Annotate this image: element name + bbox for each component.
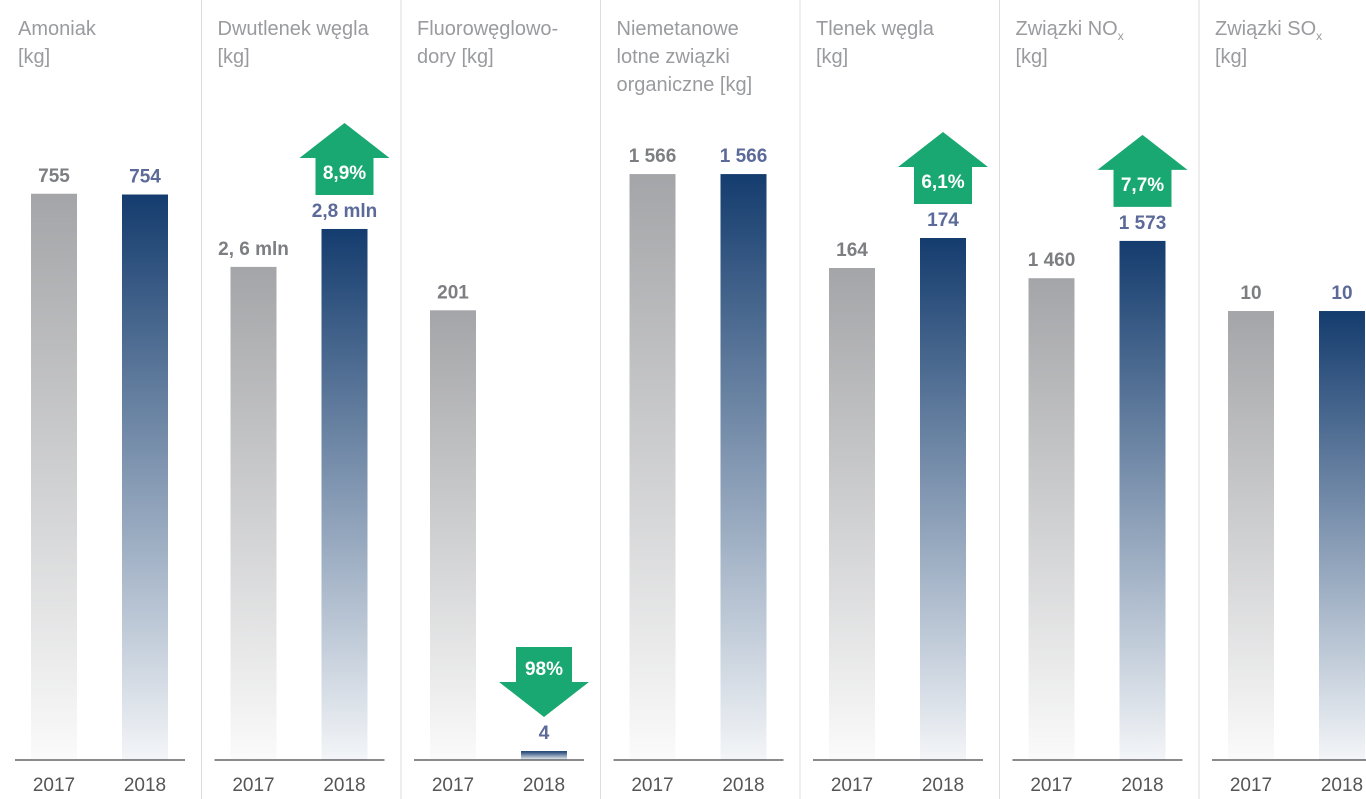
x-tick-label: 2018 <box>1321 775 1363 796</box>
panel-title: [kg] <box>1215 46 1247 68</box>
x-tick-label: 2017 <box>831 775 873 796</box>
panel-title: Związki SOx <box>1215 18 1322 43</box>
value-label: 174 <box>927 210 959 231</box>
bar <box>521 751 567 760</box>
value-label: 2, 6 mln <box>218 239 289 260</box>
title-subscript: x <box>1118 29 1124 43</box>
title-line: [kg] <box>218 46 250 68</box>
bar <box>321 228 368 760</box>
x-tick-label: 2018 <box>922 775 964 796</box>
bar <box>920 238 966 760</box>
title-line: Fluorowęglowo- <box>417 18 558 40</box>
x-tick-label: 2017 <box>631 775 673 796</box>
change-label: 6,1% <box>921 172 964 193</box>
x-tick-label: 2017 <box>33 775 75 796</box>
value-label: 1 566 <box>720 146 768 167</box>
title-line: dory [kg] <box>417 46 494 68</box>
change-arrow <box>499 647 589 718</box>
value-label: 1 573 <box>1119 213 1167 234</box>
change-label: 98% <box>525 659 563 680</box>
bar <box>122 194 168 760</box>
value-label: 2,8 mln <box>312 201 377 222</box>
title-line: [kg] <box>1016 46 1048 68</box>
panel-title: [kg] <box>218 46 250 68</box>
value-label: 164 <box>836 240 868 261</box>
value-label: 201 <box>437 282 469 303</box>
x-tick-label: 2018 <box>124 775 166 796</box>
panel-title: [kg] <box>1016 46 1048 68</box>
panel-title: [kg] <box>816 46 848 68</box>
bar <box>31 193 77 760</box>
title-line: lotne związki <box>617 46 730 68</box>
panel-title: Niemetanowe <box>617 18 739 40</box>
x-tick-label: 2018 <box>323 775 365 796</box>
title-line: Związki SO <box>1215 18 1316 40</box>
bar <box>720 174 767 760</box>
title-line: Amoniak <box>18 18 97 40</box>
title-line: [kg] <box>816 46 848 68</box>
value-label: 754 <box>129 167 161 188</box>
value-label: 4 <box>539 723 550 744</box>
panel-title: Amoniak <box>18 18 97 40</box>
panel-title: [kg] <box>18 46 50 68</box>
x-tick-label: 2018 <box>523 775 565 796</box>
bar <box>1028 278 1075 760</box>
title-line: organiczne [kg] <box>617 74 753 96</box>
bar <box>1228 311 1274 760</box>
change-label: 7,7% <box>1121 175 1164 196</box>
x-tick-label: 2017 <box>1230 775 1272 796</box>
bar <box>1319 311 1365 760</box>
title-line: Dwutlenek węgla <box>218 18 370 40</box>
bar <box>829 268 875 760</box>
title-line: [kg] <box>1215 46 1247 68</box>
value-label: 10 <box>1240 283 1261 304</box>
bar <box>230 266 277 760</box>
title-subscript: x <box>1316 29 1322 43</box>
panel-title: Tlenek węgla <box>816 18 935 40</box>
panel-title: Fluorowęglowo- <box>417 18 558 40</box>
value-label: 10 <box>1331 283 1352 304</box>
change-arrow <box>1097 134 1188 207</box>
x-tick-label: 2017 <box>1030 775 1072 796</box>
title-line: Związki NO <box>1016 18 1118 40</box>
panel-title: organiczne [kg] <box>617 74 753 96</box>
value-label: 1 460 <box>1028 250 1076 271</box>
change-arrow <box>898 132 988 204</box>
change-label: 8,9% <box>323 163 366 184</box>
title-line: Tlenek węgla <box>816 18 935 40</box>
panel-title: Związki NOx <box>1016 18 1124 43</box>
change-arrow <box>299 122 390 195</box>
value-label: 1 566 <box>629 146 677 167</box>
bar <box>1119 240 1166 760</box>
title-line: [kg] <box>18 46 50 68</box>
panel-title: dory [kg] <box>417 46 494 68</box>
bar <box>430 310 476 760</box>
x-tick-label: 2018 <box>722 775 764 796</box>
x-tick-label: 2017 <box>232 775 274 796</box>
value-label: 755 <box>38 166 70 187</box>
panel-title: Dwutlenek węgla <box>218 18 370 40</box>
bar <box>629 174 676 760</box>
x-tick-label: 2017 <box>432 775 474 796</box>
title-line: Niemetanowe <box>617 18 739 40</box>
x-tick-label: 2018 <box>1121 775 1163 796</box>
panel-title: lotne związki <box>617 46 730 68</box>
